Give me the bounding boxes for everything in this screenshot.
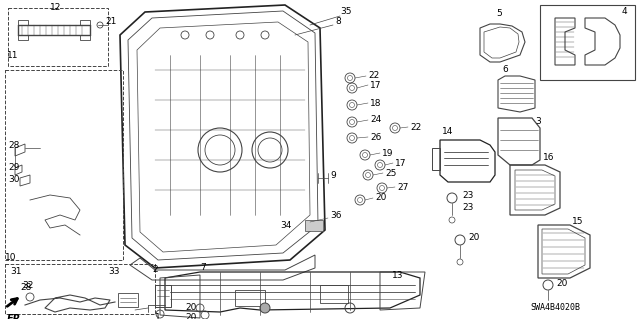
Text: 3: 3 — [535, 117, 541, 127]
Text: 25: 25 — [385, 168, 396, 177]
Text: 35: 35 — [340, 8, 351, 17]
Text: 1: 1 — [155, 314, 161, 319]
Text: 9: 9 — [330, 170, 336, 180]
Text: 23: 23 — [462, 190, 474, 199]
Text: 7: 7 — [200, 263, 205, 272]
Text: 20: 20 — [468, 234, 479, 242]
Text: 13: 13 — [392, 271, 403, 279]
Text: 8: 8 — [335, 18, 340, 26]
Text: 24: 24 — [370, 115, 381, 124]
Text: 30: 30 — [8, 175, 19, 184]
Text: 27: 27 — [397, 182, 408, 191]
Text: 16: 16 — [543, 153, 554, 162]
Text: 6: 6 — [502, 65, 508, 75]
Text: 2: 2 — [152, 265, 157, 275]
Text: 33: 33 — [108, 266, 120, 276]
Text: 17: 17 — [395, 159, 406, 167]
Text: 29: 29 — [8, 164, 19, 173]
Circle shape — [260, 303, 270, 313]
Bar — [155, 285, 171, 307]
Text: 34: 34 — [280, 220, 291, 229]
Text: 26: 26 — [370, 132, 381, 142]
Text: 4: 4 — [622, 8, 628, 17]
Bar — [320, 285, 348, 303]
Text: 14: 14 — [442, 128, 453, 137]
Text: 19: 19 — [382, 149, 394, 158]
Bar — [5, 264, 155, 314]
Bar — [5, 70, 123, 260]
Text: 31: 31 — [10, 268, 22, 277]
Bar — [540, 5, 635, 80]
Text: 20: 20 — [185, 314, 196, 319]
Text: 22: 22 — [368, 71, 380, 80]
Text: 11: 11 — [7, 50, 19, 60]
Text: 21: 21 — [105, 18, 116, 26]
Text: 15: 15 — [572, 218, 584, 226]
Text: 20: 20 — [375, 194, 387, 203]
Text: 28: 28 — [8, 140, 19, 150]
Text: 23: 23 — [462, 204, 474, 212]
Text: FR.: FR. — [7, 314, 25, 319]
Text: 28: 28 — [20, 283, 31, 292]
Text: 5: 5 — [496, 10, 502, 19]
Text: 20: 20 — [185, 303, 196, 313]
Bar — [235, 290, 265, 306]
Text: 10: 10 — [5, 254, 17, 263]
Text: SWA4B4020B: SWA4B4020B — [530, 303, 580, 312]
Text: 12: 12 — [50, 4, 61, 12]
Bar — [305, 220, 323, 231]
Text: 22: 22 — [410, 122, 421, 131]
Text: 20: 20 — [556, 278, 568, 287]
Bar — [118, 293, 138, 307]
Text: 32: 32 — [22, 280, 33, 290]
Text: 36: 36 — [330, 211, 342, 219]
Bar — [8, 8, 108, 66]
Text: 17: 17 — [370, 80, 381, 90]
Text: 18: 18 — [370, 99, 381, 108]
